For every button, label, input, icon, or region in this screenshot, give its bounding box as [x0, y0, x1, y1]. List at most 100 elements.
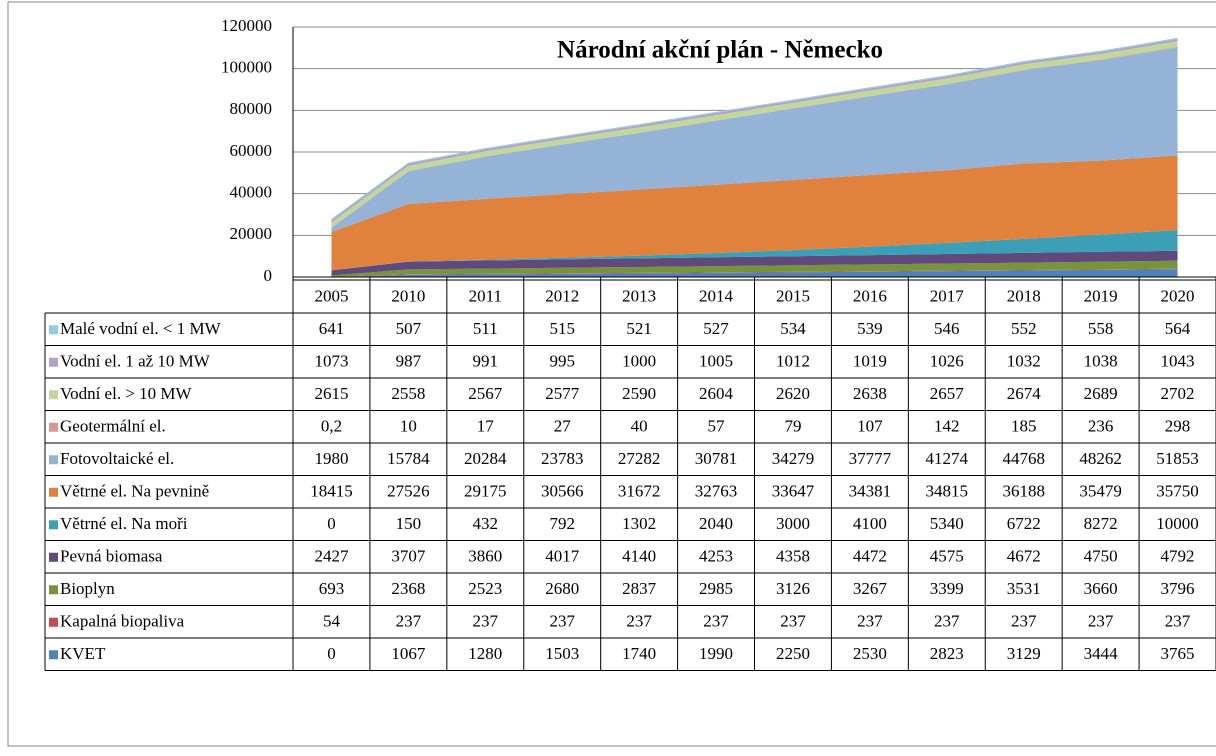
area: [331, 41, 1178, 228]
table-cell: 27: [554, 417, 572, 436]
table-cell: 34279: [772, 449, 815, 468]
table-cell: 552: [1011, 319, 1037, 338]
table-cell: 4253: [699, 547, 733, 566]
table-cell: 237: [473, 612, 499, 631]
table-cell: 33647: [772, 482, 815, 501]
table-cell: 4792: [1161, 547, 1195, 566]
area: [331, 250, 1178, 276]
legend-label: Malé vodní el. < 1 MW: [60, 319, 222, 338]
x-tick-label: 2005: [314, 286, 348, 305]
table-cell: 4140: [622, 547, 656, 566]
table-cell: 3399: [930, 579, 964, 598]
legend-label: Vodní el. 1 až 10 MW: [60, 352, 211, 371]
table-cell: 41274: [926, 449, 969, 468]
table-cell: 4750: [1084, 547, 1118, 566]
area: [331, 155, 1178, 271]
table-cell: 54: [323, 612, 341, 631]
table-cell: 0: [327, 644, 336, 663]
table-cell: 546: [934, 319, 960, 338]
legend-label: Fotovoltaické el.: [60, 449, 174, 468]
table-cell: 150: [396, 514, 422, 533]
area: [331, 269, 1178, 277]
table-cell: 51853: [1156, 449, 1199, 468]
table-cell: 237: [703, 612, 729, 631]
legend-label: KVET: [60, 644, 106, 663]
table-cell: 3126: [776, 579, 810, 598]
table-cell: 30566: [541, 482, 584, 501]
legend-label: Kapalná biopaliva: [60, 612, 185, 631]
table-cell: 2985: [699, 579, 733, 598]
table-cell: 539: [857, 319, 883, 338]
table-cell: 1990: [699, 644, 733, 663]
table-cell: 48262: [1079, 449, 1122, 468]
table-cell: 641: [319, 319, 345, 338]
table-cell: 34815: [926, 482, 969, 501]
legend-key: [49, 520, 58, 530]
table-cell: 8272: [1084, 514, 1118, 533]
table-cell: 35750: [1156, 482, 1199, 501]
table-cell: 237: [396, 612, 422, 631]
y-tick-label: 80000: [230, 99, 273, 118]
table-cell: 3707: [391, 547, 426, 566]
table-cell: 1980: [314, 449, 348, 468]
table-cell: 29175: [464, 482, 507, 501]
legend-key: [49, 552, 58, 562]
table-cell: 1043: [1161, 352, 1195, 371]
x-tick-label: 2011: [469, 286, 502, 305]
x-tick-label: 2019: [1084, 286, 1118, 305]
table-cell: 2577: [545, 384, 580, 403]
x-tick-label: 2018: [1007, 286, 1041, 305]
table-cell: 564: [1165, 319, 1191, 338]
table-cell: 4100: [853, 514, 887, 533]
table-cell: 1740: [622, 644, 656, 663]
table-cell: 2615: [314, 384, 348, 403]
legend-label: Větrné el. Na pevnině: [60, 482, 209, 501]
table-cell: 3129: [1007, 644, 1041, 663]
area: [331, 268, 1178, 277]
table-cell: 23783: [541, 449, 584, 468]
table-cell: 991: [473, 352, 499, 371]
legend-key: [49, 390, 58, 400]
table-cell: 237: [857, 612, 883, 631]
x-tick-label: 2012: [545, 286, 579, 305]
table-cell: 2702: [1161, 384, 1195, 403]
table-cell: 237: [1088, 612, 1114, 631]
y-tick-label: 0: [264, 266, 273, 285]
table-cell: 79: [784, 417, 801, 436]
table-cell: 1073: [314, 352, 348, 371]
table-cell: 987: [396, 352, 422, 371]
table-cell: 1302: [622, 514, 656, 533]
table-cell: 3444: [1084, 644, 1119, 663]
legend-key: [49, 585, 58, 595]
table-cell: 693: [319, 579, 345, 598]
y-tick-label: 60000: [230, 141, 273, 160]
table-cell: 515: [549, 319, 575, 338]
table-cell: 3796: [1161, 579, 1195, 598]
table-cell: 2558: [391, 384, 425, 403]
table-cell: 3860: [468, 547, 502, 566]
table-cell: 2837: [622, 579, 657, 598]
x-tick-label: 2020: [1161, 286, 1195, 305]
x-tick-label: 2013: [622, 286, 656, 305]
legend-key: [49, 617, 58, 627]
legend-key: [49, 455, 58, 465]
y-tick-label: 100000: [221, 58, 272, 77]
area: [331, 229, 1178, 271]
legend-key: [49, 422, 58, 432]
table-cell: 2523: [468, 579, 502, 598]
table-cell: 4358: [776, 547, 810, 566]
table-cell: 237: [549, 612, 575, 631]
table-cell: 1038: [1084, 352, 1118, 371]
table-cell: 2620: [776, 384, 810, 403]
table-cell: 527: [703, 319, 729, 338]
table-cell: 36188: [1002, 482, 1045, 501]
table-cell: 1005: [699, 352, 733, 371]
legend-key: [49, 487, 58, 497]
table-cell: 34381: [849, 482, 892, 501]
table-cell: 6722: [1007, 514, 1041, 533]
table-cell: 792: [549, 514, 575, 533]
table-cell: 558: [1088, 319, 1114, 338]
area: [331, 260, 1178, 277]
x-tick-label: 2017: [930, 286, 965, 305]
table-cell: 534: [780, 319, 806, 338]
